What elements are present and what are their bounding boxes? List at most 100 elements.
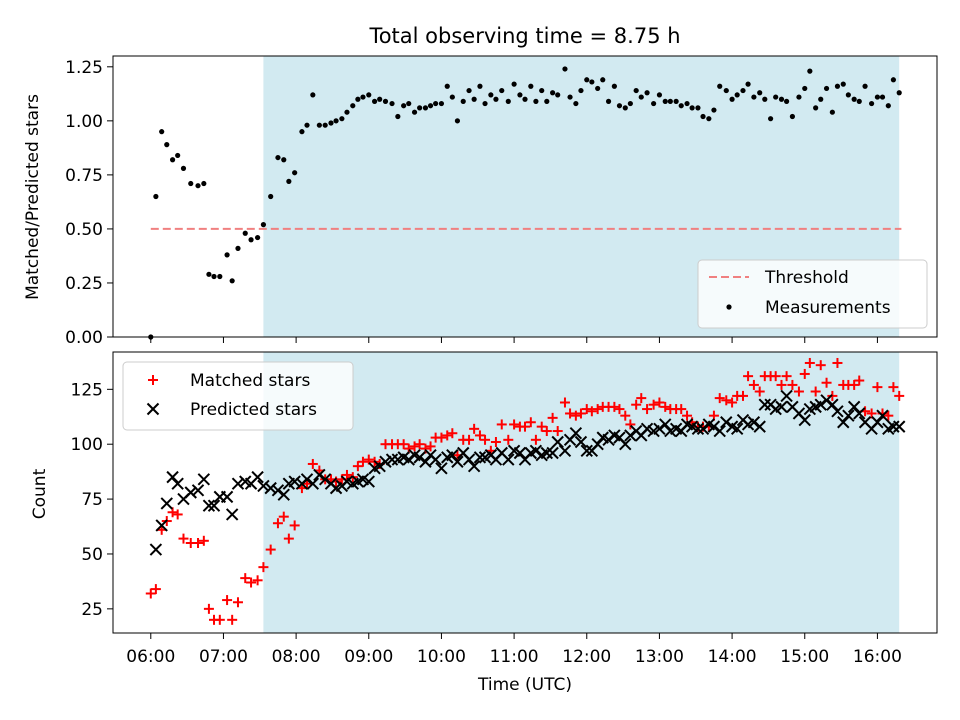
matched-point [227,614,238,625]
x-tick-label: 07:00 [199,647,248,667]
matched-point [648,399,659,410]
predicted-point [467,459,481,473]
matched-point [592,404,603,415]
matched-point [420,443,431,454]
predicted-point [513,446,527,460]
measurement-point [350,103,356,109]
measurement-point [879,94,886,100]
measurement-point [533,98,539,104]
predicted-point [231,477,245,490]
predicted-point [853,407,866,420]
measurement-point [260,222,267,228]
measurement-point [224,252,230,258]
predicted-point [446,448,459,462]
predicted-point [591,437,604,451]
measurement-point [874,94,881,100]
measurement-point [454,118,461,124]
measurement-point [789,113,796,120]
measurement-point [433,100,439,107]
matched-point [642,404,653,415]
predicted-point [580,444,593,457]
measurement-point [371,98,378,104]
measurement-point [595,85,601,92]
matched-point [609,401,620,412]
measurement-point [477,83,483,89]
matched-point [150,584,161,595]
matched-point [799,368,810,379]
predicted-point [558,444,572,457]
legend-predicted-swatch [146,402,160,416]
matched-point [272,518,283,529]
predicted-point [318,473,332,486]
matched-point [520,421,530,432]
measurement-point [281,157,287,163]
matched-point [714,393,725,404]
matched-point [496,419,507,430]
y-tick-label: 1.25 [65,58,103,78]
measurement-point [201,180,207,187]
measurement-point [611,83,617,89]
matched-point [252,575,263,586]
predicted-point [820,394,833,407]
predicted-point [659,418,672,431]
measurement-point [460,98,466,104]
measurement-point [382,98,389,104]
matched-point [676,404,687,415]
measurement-point [695,105,701,111]
measurement-point [757,90,763,96]
predicted-point [402,453,415,466]
measurement-point [740,87,746,94]
measurement-point [544,98,550,104]
top-panel: 0.00 0.25 0.50 0.75 1.00 1.25 Matched/Predict… [23,55,938,348]
measurement-point [444,83,450,89]
measurement-point [684,100,690,107]
predicted-points [149,389,906,556]
matched-point [409,441,420,452]
matched-point [525,417,536,428]
predicted-point [837,416,850,429]
y-tick-label: 0.25 [65,274,103,294]
x-tick-label: 11:00 [490,647,539,667]
matched-point [854,375,865,386]
matched-point [581,404,592,415]
predicted-point [551,435,564,449]
measurement-point [778,96,785,102]
matched-point [660,401,671,412]
matched-point [810,386,821,397]
measurement-point [673,98,679,104]
measurement-point [616,103,623,109]
measurement-point [188,180,194,187]
predicted-point [747,416,761,429]
predicted-point [251,470,264,484]
measurement-point [180,165,187,171]
measurement-point [813,105,819,111]
measurement-point [555,92,561,98]
matched-point [240,573,251,584]
matched-point [866,408,877,419]
measurement-point [206,271,212,277]
measurement-point [169,157,176,163]
measurement-point [286,178,292,184]
matched-point [620,410,631,421]
predicted-point [814,398,827,411]
predicted-point [362,475,375,488]
matched-point [198,535,209,546]
bottom-panel: 25 50 75 100 125 06:00 07:00 08:00 09:00 10:00 11… [30,351,938,695]
measurement-point [242,230,248,236]
measurement-point [734,92,740,98]
measurement-point [427,103,434,109]
measurement-point [845,92,851,98]
measurement-point [862,83,868,89]
measurement-point [304,122,310,128]
predicted-point [696,422,710,436]
predicted-point [871,416,884,429]
measurement-point [211,273,217,280]
matched-point [894,390,905,401]
legend-predicted-label: Predicted stars [190,400,317,420]
matched-point [480,434,491,445]
measurement-point [829,109,835,115]
measurement-point [562,66,568,72]
predicted-point [758,398,771,411]
matched-point [474,430,485,441]
matched-point [307,458,318,469]
